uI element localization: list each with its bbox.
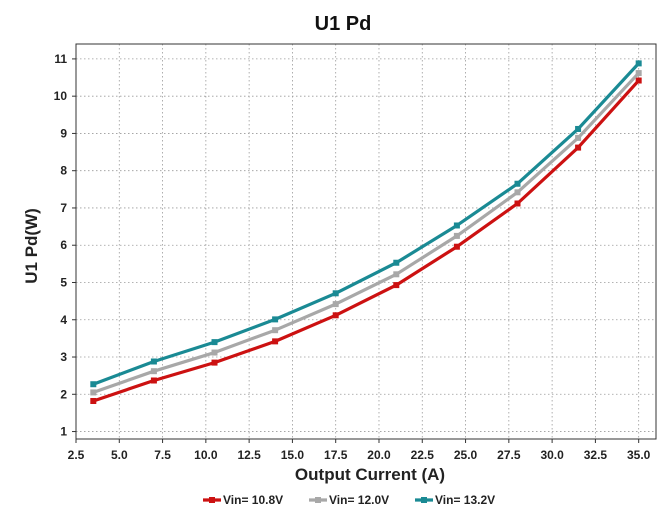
legend-label: Vin= 10.8V: [223, 493, 283, 507]
data-point: [575, 134, 582, 141]
y-tick-label: 4: [60, 313, 67, 327]
legend-label: Vin= 12.0V: [329, 493, 389, 507]
data-point: [393, 282, 400, 289]
series-line: [91, 61, 641, 386]
series-3: [90, 60, 642, 388]
data-point: [272, 327, 279, 334]
data-point: [635, 60, 642, 67]
y-tick-label: 2: [60, 387, 67, 401]
data-point: [514, 189, 521, 196]
x-tick-label: 15.0: [281, 448, 305, 462]
x-tick-label: 35.0: [627, 448, 651, 462]
data-point: [393, 271, 400, 278]
x-tick-label: 25.0: [454, 448, 478, 462]
data-point: [211, 359, 218, 366]
y-tick-label: 10: [54, 89, 68, 103]
legend-item: Vin= 13.2V: [415, 493, 495, 507]
y-axis-label: U1 Pd(W): [22, 208, 41, 284]
x-tick-label: 30.0: [540, 448, 564, 462]
data-point: [211, 349, 218, 356]
data-point: [635, 77, 642, 84]
x-tick-label: 17.5: [324, 448, 348, 462]
x-tick-label: 7.5: [154, 448, 171, 462]
series-line: [91, 78, 641, 403]
data-point: [90, 389, 97, 396]
y-tick-label: 9: [60, 126, 67, 140]
x-tick-label: 12.5: [237, 448, 261, 462]
data-point: [453, 222, 460, 229]
y-axis-ticks: 1 2 3 4 5 6 7 8 9 10 11: [54, 52, 76, 439]
series-line: [91, 71, 641, 395]
data-point: [90, 397, 97, 404]
y-tick-label: 5: [60, 275, 67, 289]
plot-frame: [75, 43, 657, 440]
x-tick-label: 2.5: [68, 448, 85, 462]
data-point: [453, 232, 460, 239]
legend-swatch-marker: [315, 497, 321, 503]
data-point: [272, 316, 279, 323]
data-point: [514, 200, 521, 207]
x-tick-label: 10.0: [194, 448, 218, 462]
data-point: [575, 144, 582, 151]
data-point: [332, 290, 339, 297]
data-point: [453, 243, 460, 250]
y-tick-label: 11: [54, 52, 67, 66]
legend-item: Vin= 12.0V: [309, 493, 389, 507]
data-point: [150, 368, 157, 375]
legend-label: Vin= 13.2V: [435, 493, 495, 507]
x-tick-label: 20.0: [367, 448, 391, 462]
y-tick-label: 8: [60, 164, 67, 178]
data-point: [150, 358, 157, 365]
y-tick-label: 7: [60, 201, 67, 215]
data-point: [272, 338, 279, 345]
y-tick-label: 1: [60, 425, 67, 439]
data-point: [514, 180, 521, 187]
data-point: [211, 339, 218, 346]
series-1: [90, 77, 642, 404]
legend-swatch-marker: [209, 497, 215, 503]
data-point: [90, 381, 97, 388]
x-tick-label: 32.5: [584, 448, 608, 462]
x-tick-label: 22.5: [411, 448, 435, 462]
data-point: [150, 377, 157, 384]
x-axis-label: Output Current (A): [295, 465, 445, 484]
y-tick-label: 6: [60, 238, 67, 252]
data-point: [332, 312, 339, 319]
chart-title: U1 Pd: [315, 13, 372, 35]
y-tick-label: 3: [60, 350, 67, 364]
series-layer: [90, 60, 642, 404]
legend-swatch-marker: [421, 497, 427, 503]
data-point: [393, 259, 400, 266]
grid: [75, 44, 656, 439]
legend-item: Vin= 10.8V: [203, 493, 283, 507]
series-2: [90, 70, 642, 396]
x-tick-label: 5.0: [111, 448, 128, 462]
data-point: [575, 125, 582, 132]
data-point: [332, 301, 339, 308]
x-axis-ticks: 2.5 5.0 7.5 10.0 12.5 15.0 17.5 20.0 22.5 25.0 27.…: [68, 439, 651, 462]
x-tick-label: 27.5: [497, 448, 521, 462]
legend: Vin= 10.8V Vin= 12.0V Vin= 13.2V: [203, 493, 495, 507]
data-point: [635, 70, 642, 77]
